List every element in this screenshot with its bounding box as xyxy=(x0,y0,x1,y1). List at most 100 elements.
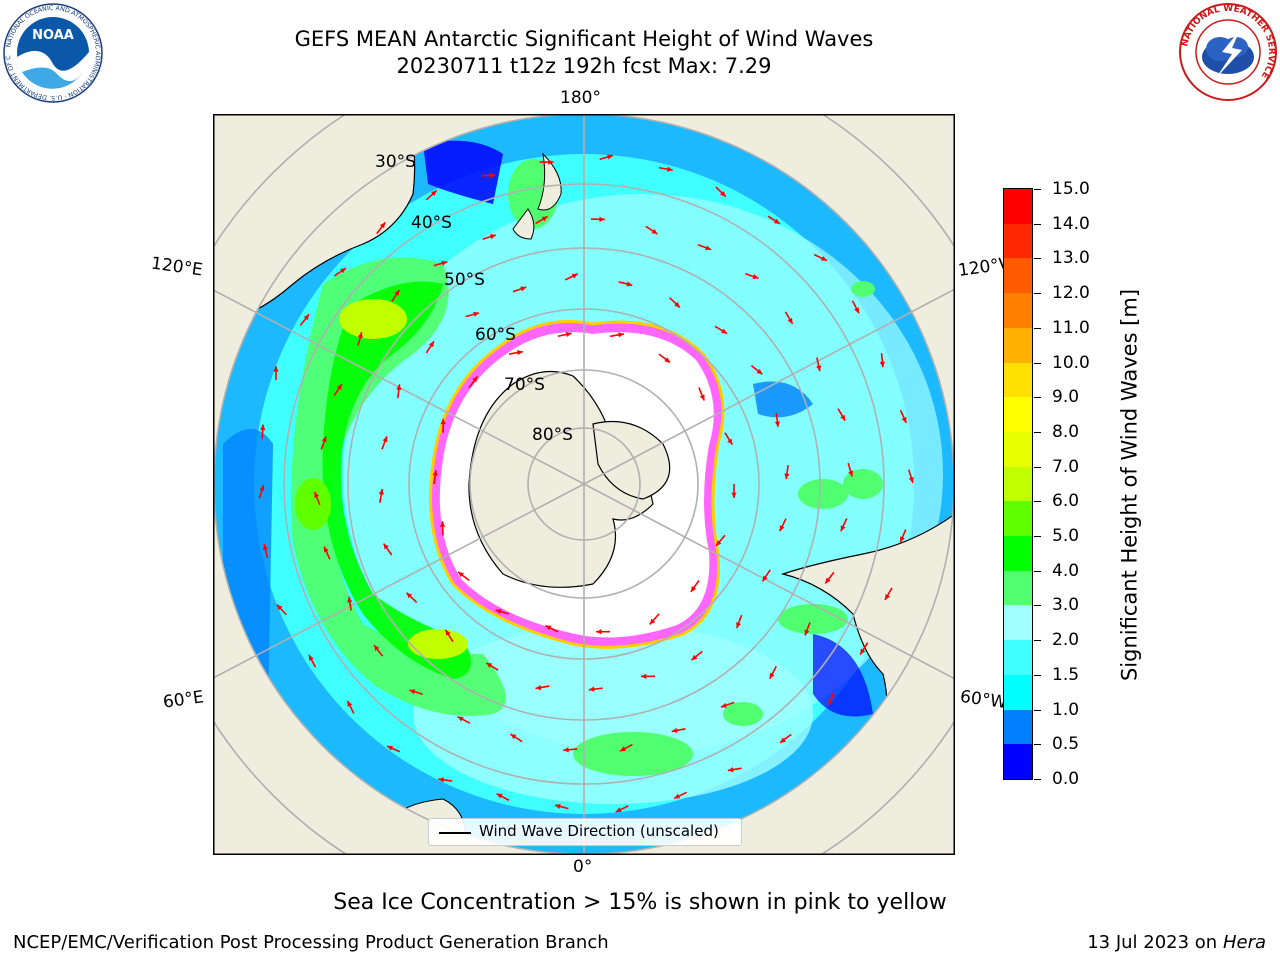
footer-host: Hera xyxy=(1222,932,1266,953)
wave-arrow-head xyxy=(314,491,320,498)
wave-arrow-head xyxy=(626,281,633,287)
map-border xyxy=(213,114,955,855)
colorbar-tick-label: 14.0 xyxy=(1052,213,1090,234)
polar-map: 30°S 40°S 50°S 60°S 70°S 80°S xyxy=(213,114,955,855)
wave-arrow-head xyxy=(690,585,697,592)
wave-arrow-head xyxy=(396,384,402,390)
colorbar xyxy=(1003,188,1033,780)
wave-arrow-head xyxy=(441,260,448,266)
wave-arrow-head xyxy=(596,629,602,635)
colorbar-tick-label: 6.0 xyxy=(1052,491,1080,512)
wave-arrow-head xyxy=(651,228,658,235)
colorbar-tick-label: 15.0 xyxy=(1052,179,1090,199)
colorbar-tick xyxy=(1034,466,1041,468)
wave-arrow-head xyxy=(731,492,737,498)
wave-arrow-head xyxy=(721,328,728,334)
lon-label-180: 180° xyxy=(560,88,601,108)
colorbar-segment xyxy=(1004,743,1032,779)
wave-arrow-head xyxy=(374,645,380,651)
noaa-logo: NATIONAL OCEANIC AND ATMOSPHERIC ADMINIS… xyxy=(2,2,103,103)
wave-arrow-head xyxy=(649,618,656,625)
nws-logo: NATIONAL WEATHER SERVICE xyxy=(1179,3,1277,101)
wave-arrow-head xyxy=(752,274,759,279)
wave-arrow-head xyxy=(804,629,810,636)
wave-arrow-head xyxy=(779,525,785,532)
map-legend: Wind Wave Direction (unscaled) xyxy=(428,818,742,846)
colorbar-tick xyxy=(1034,605,1041,607)
wave-arrow-head xyxy=(428,341,435,348)
lat-label-30s: 30°S xyxy=(375,152,416,172)
colorbar-segment xyxy=(1004,466,1032,502)
colorbar-tick xyxy=(1034,362,1041,364)
lon-label-60w: 60°W xyxy=(958,686,1009,714)
wave-arrow-head xyxy=(387,745,394,751)
colorbar-tick-label: 1.5 xyxy=(1052,664,1080,685)
wave-arrow-head xyxy=(445,629,451,636)
wave-arrow-head xyxy=(756,368,763,375)
wave-arrow-head xyxy=(840,414,846,421)
wave-arrow-head xyxy=(828,699,834,706)
colorbar-tick-label: 11.0 xyxy=(1052,317,1090,338)
colorbar-segment xyxy=(1004,292,1032,328)
colorbar-tick xyxy=(1034,779,1041,780)
wave-arrow-head xyxy=(440,418,446,425)
colorbar-tick xyxy=(1034,258,1041,260)
sea-ice-note: Sea Ice Concentration > 15% is shown in … xyxy=(333,890,947,915)
wave-arrow-head xyxy=(303,314,310,321)
wave-arrow-head xyxy=(336,383,342,390)
colorbar-segment xyxy=(1004,257,1032,294)
wave-arrow-head xyxy=(378,488,384,495)
colorbar-tick xyxy=(1034,189,1041,190)
colorbar-tick-label: 2.0 xyxy=(1052,630,1080,651)
wave-arrow-head xyxy=(383,543,389,550)
wave-arrow-head xyxy=(472,376,478,383)
lat-label-40s: 40°S xyxy=(411,213,452,233)
colorbar-tick xyxy=(1034,327,1041,329)
colorbar-segment xyxy=(1004,674,1032,710)
wave-arrow-head xyxy=(489,234,496,240)
wave-arrow-head xyxy=(473,311,480,317)
wave-arrow-head xyxy=(340,268,346,274)
wave-arrow-head xyxy=(440,521,446,527)
lat-label-50s: 50°S xyxy=(444,270,485,290)
wave-arrow-head xyxy=(588,686,595,692)
colorbar-tick-label: 5.0 xyxy=(1052,526,1080,547)
colorbar-tick-label: 10.0 xyxy=(1052,352,1090,373)
wave-arrow-head xyxy=(510,734,517,740)
wave-arrow-head xyxy=(486,662,493,668)
wave-arrow-head xyxy=(259,485,265,492)
colorbar-tick-label: 12.0 xyxy=(1052,283,1090,304)
wave-arrow-head xyxy=(762,575,768,582)
lat-label-70s: 70°S xyxy=(504,375,545,395)
legend-line-sample xyxy=(439,832,471,834)
wave-arrow-head xyxy=(721,702,727,708)
footer-branch: NCEP/EMC/Verification Post Processing Pr… xyxy=(13,932,609,953)
wave-arrow-head xyxy=(900,536,905,543)
colorbar-segment xyxy=(1004,570,1032,606)
wave-arrow-head xyxy=(820,255,827,261)
lat-label-60s: 60°S xyxy=(475,325,516,345)
wave-arrow-head xyxy=(840,525,846,532)
colorbar-segment xyxy=(1004,604,1032,641)
wave-arrow-head xyxy=(517,350,523,356)
wave-arrow-head xyxy=(379,222,386,229)
wave-arrow-head xyxy=(565,331,572,338)
wave-arrow-head xyxy=(671,727,678,733)
colorbar-segment xyxy=(1004,223,1032,259)
footer-date: 13 Jul 2023 on Hera xyxy=(1087,932,1266,953)
wave-arrow-head xyxy=(495,609,502,615)
wave-arrow-head xyxy=(908,476,914,483)
legend-label: Wind Wave Direction (unscaled) xyxy=(479,822,719,840)
wave-arrow-head xyxy=(699,394,705,401)
colorbar-tick xyxy=(1034,223,1041,225)
wave-arrow-head xyxy=(599,216,605,222)
wave-arrow-head xyxy=(825,577,831,584)
colorbar-tick-label: 1.0 xyxy=(1052,699,1080,720)
wave-arrow-head xyxy=(432,470,438,476)
wave-arrow-head xyxy=(496,793,503,799)
wave-arrow-head xyxy=(406,592,413,599)
wave-arrow-head xyxy=(563,747,569,753)
wave-arrow-head xyxy=(774,421,781,427)
wave-arrow-head xyxy=(357,332,363,339)
colorbar-segment xyxy=(1004,362,1032,398)
